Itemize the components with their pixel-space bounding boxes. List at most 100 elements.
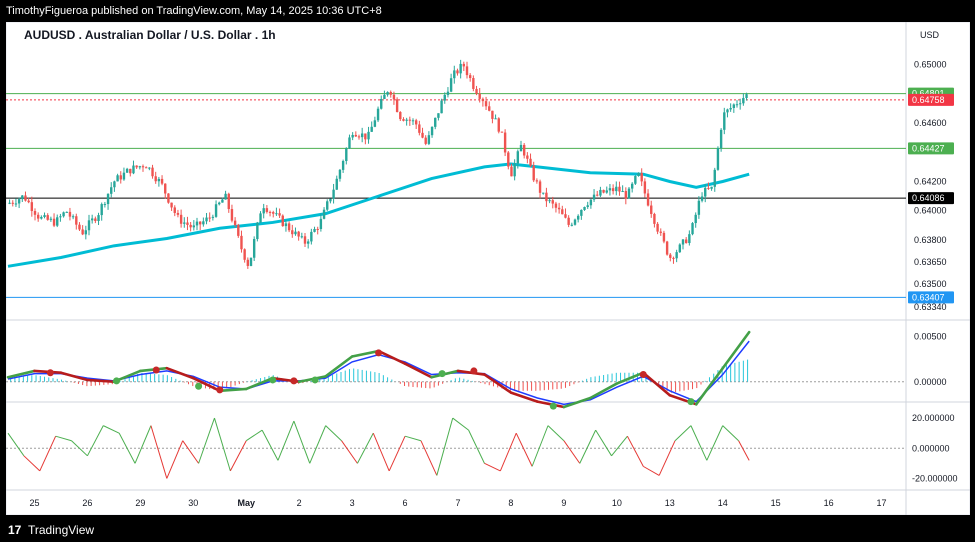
- candle-body-110: [357, 136, 361, 138]
- time-tick-13: 14: [718, 498, 728, 508]
- candle-body-88: [287, 223, 291, 231]
- candle-body-124: [402, 119, 405, 121]
- candle-body-83: [272, 212, 275, 214]
- osc-marker-2: [152, 366, 160, 374]
- candle-body-8: [33, 211, 37, 215]
- candle-body-28: [97, 215, 100, 222]
- rsi-seg-38: [611, 435, 628, 457]
- candle-body-161: [519, 144, 523, 152]
- osc-marker-7: [311, 376, 319, 384]
- candle-body-156: [503, 132, 507, 153]
- candle-body-55: [183, 222, 186, 224]
- candle-body-184: [592, 194, 596, 200]
- candle-body-168: [542, 192, 545, 194]
- candle-body-217: [697, 200, 701, 215]
- candle-body-193: [621, 191, 624, 193]
- candle-body-148: [478, 93, 481, 99]
- candle-body-91: [297, 231, 300, 237]
- candle-body-52: [173, 207, 176, 213]
- candle-body-176: [567, 217, 570, 225]
- candle-body-227: [729, 107, 732, 110]
- candle-body-85: [278, 213, 281, 216]
- rsi-seg-12: [198, 417, 215, 464]
- candle-body-210: [675, 252, 678, 259]
- candle-body-1: [11, 202, 14, 204]
- rsi-seg-20: [325, 425, 342, 442]
- candle-body-152: [491, 110, 494, 119]
- candle-body-220: [707, 187, 710, 189]
- candle-body-157: [507, 152, 510, 167]
- time-tick-1: 26: [82, 498, 92, 508]
- candle-body-4: [21, 195, 24, 200]
- candle-body-172: [554, 203, 558, 208]
- rsi-seg-43: [690, 425, 708, 461]
- candle-body-11: [43, 215, 46, 217]
- candle-body-81: [265, 208, 269, 212]
- candle-body-47: [157, 178, 161, 182]
- osc-fast-seg-2: [59, 371, 89, 382]
- candle-body-35: [119, 175, 122, 180]
- rsi-seg-27: [436, 417, 454, 476]
- candle-body-180: [580, 209, 583, 216]
- candle-body-141: [456, 70, 459, 74]
- candle-body-131: [424, 137, 427, 144]
- candle-body-82: [268, 211, 272, 213]
- candle-body-118: [383, 94, 386, 99]
- rsi-seg-4: [71, 440, 88, 457]
- chart-area[interactable]: AUDUSD . Australian Dollar / U.S. Dollar…: [5, 21, 971, 516]
- candle-body-182: [586, 205, 589, 207]
- candle-body-31: [106, 193, 110, 205]
- rsi-seg-45: [722, 425, 739, 442]
- osc-tick-1: 0.00000: [914, 377, 947, 387]
- candle-body-137: [443, 94, 446, 101]
- candle-body-76: [249, 257, 253, 266]
- candle-body-231: [742, 97, 745, 104]
- candle-body-20: [71, 216, 75, 218]
- candle-body-134: [434, 117, 437, 127]
- candle-body-209: [672, 257, 675, 259]
- rsi-seg-33: [531, 425, 549, 467]
- candle-body-38: [129, 168, 132, 174]
- candle-body-149: [481, 98, 485, 102]
- candle-body-205: [659, 231, 662, 233]
- chart-svg[interactable]: AUDUSD . Australian Dollar / U.S. Dollar…: [5, 21, 971, 516]
- osc-marker-9: [438, 370, 446, 378]
- candle-body-16: [59, 216, 62, 218]
- candle-body-0: [8, 202, 11, 204]
- candle-body-133: [430, 126, 434, 136]
- rsi-seg-10: [166, 440, 184, 479]
- candle-body-178: [573, 219, 577, 225]
- candle-body-195: [627, 188, 631, 199]
- candle-body-44: [148, 167, 151, 169]
- candle-body-19: [68, 211, 72, 217]
- candle-body-56: [186, 222, 189, 225]
- rsi-seg-35: [563, 440, 581, 464]
- time-tick-10: 9: [561, 498, 566, 508]
- candle-body-151: [488, 106, 491, 111]
- candle-body-105: [341, 161, 345, 170]
- candle-body-72: [237, 224, 240, 236]
- candle-body-23: [81, 229, 84, 235]
- osc-fast-seg-7: [191, 376, 222, 393]
- candle-body-12: [46, 215, 49, 220]
- candle-body-132: [427, 135, 431, 144]
- ma-line: [7, 162, 750, 268]
- candle-body-147: [475, 88, 478, 94]
- rsi-seg-40: [643, 465, 660, 476]
- candle-body-126: [408, 119, 412, 121]
- candle-body-125: [405, 119, 408, 121]
- candle-body-122: [395, 99, 399, 113]
- candle-body-102: [332, 189, 335, 199]
- candle-body-75: [246, 259, 250, 266]
- rsi-seg-34: [547, 425, 565, 442]
- rsi-seg-13: [213, 417, 231, 472]
- candle-body-200: [643, 181, 647, 194]
- rsi-seg-41: [658, 440, 676, 476]
- published-text: TimothyFigueroa published on TradingView…: [6, 5, 382, 17]
- rsi-seg-32: [515, 432, 533, 467]
- osc-marker-10: [470, 367, 478, 375]
- osc-tick-0: 0.00500: [914, 332, 947, 342]
- candle-body-128: [414, 120, 418, 125]
- candle-body-203: [653, 213, 656, 224]
- rsi-seg-26: [420, 440, 438, 476]
